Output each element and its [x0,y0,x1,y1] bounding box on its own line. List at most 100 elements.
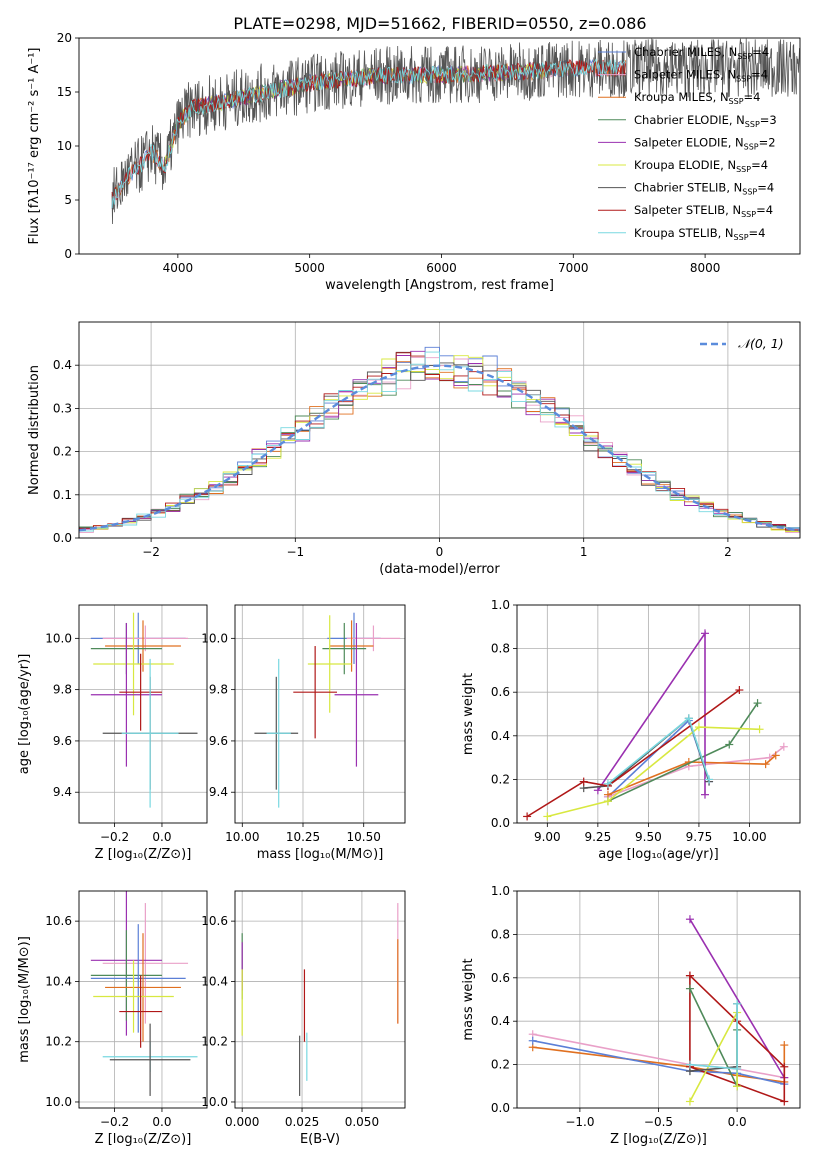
plot-area [79,605,207,823]
plot-frame [78,604,208,824]
plot-content [111,38,800,225]
x-tick-label: 0.0 [152,830,171,844]
chart-mass_vs_ebv: 0.000 0.025 0.050 10.0 10.2 10.4 10.6 E(B-V) [201,890,406,1147]
mass-weight-line [603,751,780,799]
errorbar-point [293,646,337,739]
y-tick-label: 9.8 [53,683,72,697]
y-tick-label: 9.6 [53,734,72,748]
y-axis-label: mass [log₁₀(M/M⊙)] [17,936,32,1063]
y-tick-label: 10.0 [201,1095,228,1109]
x-tick-label: 0.0 [728,1115,747,1129]
x-tick-label: 6000 [426,261,457,275]
mass-weight-path [607,754,777,796]
x-tick-label: 9.25 [584,830,611,844]
plot-frame [78,37,801,255]
errorbar-point [119,653,162,731]
x-axis-label: Z [log₁₀(Z/Z⊙)] [95,1132,192,1147]
errorbar-point [105,933,181,1042]
y-tick-label: 0.6 [491,971,510,985]
x-tick-label: 10.00 [732,830,766,844]
y-tick-label: 10.6 [201,914,228,928]
y-tick-label: 10.2 [201,1035,228,1049]
errorbar-point [105,620,181,672]
mass-weight-path [689,1012,738,1102]
plot-frame [516,890,801,1109]
legend-label: Chabrier STELIB, NSSP=4 [634,181,774,197]
errorbar-points [90,612,198,808]
errorbar-points [241,903,399,1096]
mass-weight-line [603,714,714,788]
plot-area [235,605,405,823]
errorbar-point [93,960,174,1033]
mass-weight-line [685,1008,742,1106]
plot-area [517,604,800,824]
legend-label: Chabrier ELODIE, NSSP=3 [634,113,777,129]
plot-frame [78,890,208,1109]
plot-content [528,915,789,1106]
x-tick-label: −2 [142,545,160,559]
x-tick-label: −1.0 [565,1115,594,1129]
x-axis-label: Z [log₁₀(Z/Z⊙)] [610,1132,707,1147]
spectrum-lines [111,38,800,225]
mass-weight-path [547,726,760,818]
y-tick-label: 10.6 [45,914,72,928]
errorbar-point [322,622,367,675]
y-axis-label: mass weight [461,958,476,1040]
y-tick-label: 0.2 [53,445,72,459]
x-tick-label: −1 [286,545,304,559]
chart-massweight_vs_Z: −1.0 −0.5 0.0 0.0 0.2 0.4 0.6 0.8 1.0 Z [log₁₀(Z/… [461,884,801,1147]
errorbar-point [334,622,379,767]
y-tick-label: 9.4 [53,785,72,799]
y-tick-label: 0 [64,247,72,261]
x-tick-label: 10.25 [286,830,320,844]
plot-content [79,346,800,534]
y-tick-label: 10.4 [201,974,228,988]
x-tick-label: 0.000 [225,1115,259,1129]
chart-mass_vs_Z: −0.2 0.0 10.0 10.2 10.4 10.6 Z [log₁₀(Z/Z⊙)] ma… [17,890,208,1147]
y-tick-label: 0.8 [491,927,510,941]
errorbar-point [109,1023,191,1096]
mass-weight-path [597,630,706,795]
x-axis-label: age [log₁₀(age/yr)] [598,847,719,862]
spectrum-legend: Chabrier MILES, NSSP=4 Salpeter MILES, NS… [598,45,777,242]
legend-label: Kroupa STELIB, NSSP=4 [634,226,765,242]
y-tick-label: 1.0 [491,598,510,612]
legend-label: Salpeter ELODIE, NSSP=2 [634,135,776,151]
mass-weight-path [532,1039,785,1085]
y-tick-label: 10 [57,139,72,153]
x-axis-label: wavelength [Angstrom, rest frame] [325,278,554,293]
chart-age_vs_Z: −0.2 0.0 9.4 9.6 9.8 10.0 Z [log₁₀(Z/Z⊙)] age [… [17,604,208,862]
mass-weight-line [543,723,764,821]
y-tick-label: 15 [57,85,72,99]
x-tick-label: 7000 [558,261,589,275]
errorbar-point [119,975,162,1048]
spectrum-series-line [111,58,626,209]
y-tick-label: 0.0 [491,1101,510,1115]
x-tick-label: 10.00 [225,830,259,844]
y-tick-label: 9.6 [209,734,228,748]
x-tick-label: 9.50 [635,830,662,844]
plot-frame [234,890,406,1109]
errorbar-point [346,625,401,652]
mass-weight-series [523,629,788,821]
x-tick-label: 5000 [294,261,325,275]
plot-frame [516,604,801,824]
spectrum-series-line [111,38,800,225]
mass-weight-path [689,975,786,1103]
axes: 4000 5000 6000 7000 8000 0 5 10 15 20 wavelength [… [27,31,801,293]
y-tick-label: 0.3 [53,401,72,415]
mass-weight-path [526,689,740,818]
x-axis-label: Z [log₁₀(Z/Z⊙)] [95,847,192,862]
normal-reference-curve [79,364,800,532]
x-tick-label: 0.0 [152,1115,171,1129]
legend-label: Salpeter MILES, NSSP=4 [634,68,768,84]
errorbar-point [266,658,291,808]
axes: 0.000 0.025 0.050 10.0 10.2 10.4 10.6 E(B-V) [201,890,406,1147]
legend-label: 𝒩(0, 1) [738,336,784,351]
x-tick-label: 1 [580,545,588,559]
y-tick-label: 10.0 [45,631,72,645]
y-tick-label: 10.0 [45,1095,72,1109]
mass-weight-line [685,999,742,1073]
axes: −2 −1 0 1 2 0.0 0.1 0.2 0.3 0.4 (data-model)/error… [27,321,801,577]
x-tick-label: 4000 [163,261,194,275]
